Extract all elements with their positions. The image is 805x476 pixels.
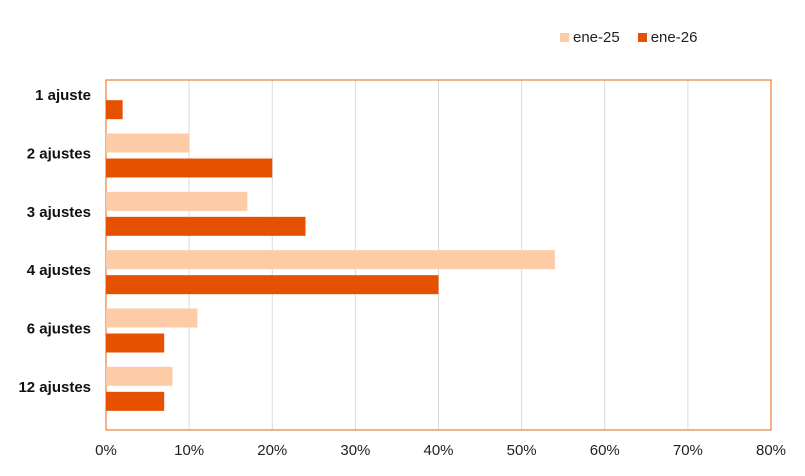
bar-ene-26 [106, 391, 165, 411]
x-tick-label: 70% [673, 442, 703, 459]
x-tick-label: 80% [756, 442, 786, 459]
x-tick-label: 0% [95, 442, 117, 459]
bar-ene-26 [106, 216, 306, 236]
legend-item-ene-26: ene-26 [637, 29, 698, 46]
x-tick-label: 60% [590, 442, 620, 459]
bar-ene-26 [106, 158, 273, 178]
bar-ene-26 [106, 333, 165, 353]
x-tick-label: 30% [340, 442, 370, 459]
category-label: 12 ajustes [18, 379, 91, 396]
x-tick-label: 50% [507, 442, 537, 459]
bar-ene-25 [106, 191, 248, 211]
category-label: 2 ajustes [27, 146, 91, 163]
bar-ene-25 [106, 133, 190, 153]
legend-label-ene-26: ene-26 [650, 29, 698, 46]
legend-swatch-ene-25 [560, 33, 569, 42]
legend: ene-25 ene-26 [560, 29, 697, 46]
x-tick-label: 20% [257, 442, 287, 459]
category-label: 6 ajustes [27, 321, 91, 338]
bar-ene-26 [106, 100, 123, 120]
bar-ene-25 [106, 250, 555, 270]
legend-label-ene-25: ene-25 [573, 29, 620, 46]
category-label: 3 ajustes [27, 204, 91, 221]
x-tick-label: 10% [174, 442, 204, 459]
legend-swatch-ene-26 [637, 33, 647, 42]
bar-ene-26 [106, 275, 439, 295]
legend-item-ene-25: ene-25 [560, 29, 620, 46]
category-label: 1 ajuste [35, 87, 91, 104]
category-label: 4 ajustes [27, 262, 91, 279]
bar-ene-25 [106, 308, 198, 328]
x-tick-label: 40% [423, 442, 453, 459]
bar-ene-25 [106, 366, 173, 386]
